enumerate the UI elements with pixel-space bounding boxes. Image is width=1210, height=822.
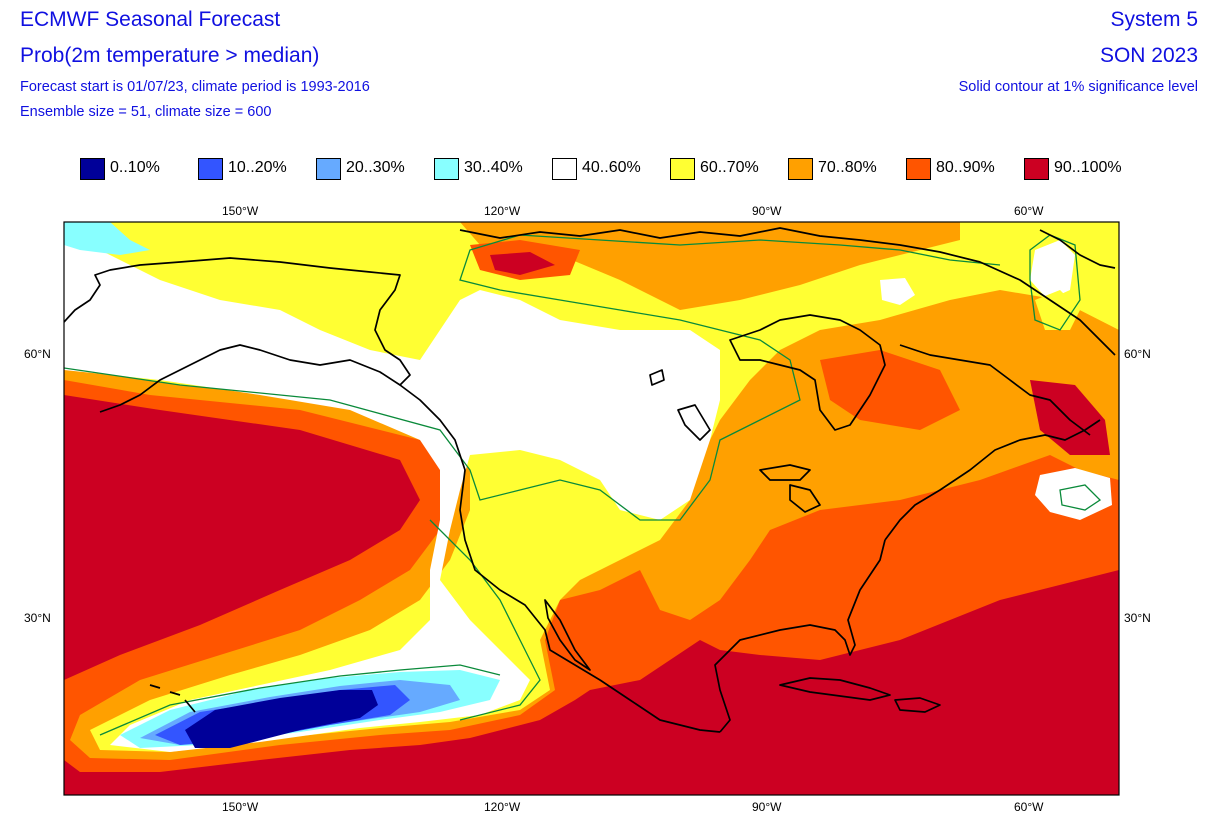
lon-tick-top: 150°W: [222, 204, 259, 218]
band-40-60: [1030, 240, 1075, 300]
map-frame: [63, 221, 1120, 796]
contour-atlantic: [1059, 484, 1102, 511]
band-60-70: [1035, 290, 1080, 330]
contour-north: [64, 234, 1001, 521]
coastline-great-lakes: [759, 464, 821, 513]
coastline-east-coast: [884, 419, 1101, 541]
band-0-10: [185, 690, 378, 748]
legend-label: 20..30%: [346, 159, 405, 176]
legend-label: 90..100%: [1054, 159, 1122, 176]
map-subtitle: Prob(2m temperature > median): [20, 44, 320, 67]
legend-swatch: [670, 158, 695, 180]
legend-swatch: [1024, 158, 1049, 180]
band-80-90: [820, 350, 960, 430]
lat-tick-right: 30°N: [1124, 611, 1151, 625]
coastline-hawaii: [149, 684, 196, 713]
coastline-labrador: [899, 344, 1091, 436]
lon-tick-bottom: 90°W: [752, 800, 782, 814]
lon-tick-top: 120°W: [484, 204, 521, 218]
lon-tick-bottom: 60°W: [1014, 800, 1044, 814]
lon-tick-top: 60°W: [1014, 204, 1044, 218]
coastline-hispaniola: [894, 697, 941, 713]
lon-tick-top: 90°W: [752, 204, 782, 218]
legend-swatch: [434, 158, 459, 180]
coastline-baja: [544, 599, 591, 671]
legend-label: 40..60%: [582, 159, 641, 176]
contour-pacific: [99, 664, 501, 736]
legend-swatch: [80, 158, 105, 180]
coastline-lake-winnipeg: [649, 369, 711, 441]
coastline-hudson: [729, 314, 886, 431]
legend-label: 60..70%: [700, 159, 759, 176]
lon-tick-bottom: 150°W: [222, 800, 259, 814]
coastlines: [64, 227, 1116, 733]
band-40-60: [880, 278, 915, 305]
coastline-gulf: [714, 539, 886, 733]
coastline-west-coast: [399, 384, 721, 733]
ensemble-size-text: Ensemble size = 51, climate size = 600: [20, 104, 272, 120]
legend-swatch: [316, 158, 341, 180]
legend-swatch: [198, 158, 223, 180]
system-label: System 5: [1110, 8, 1198, 31]
significance-note: Solid contour at 1% significance level: [958, 79, 1198, 95]
band-40-60: [64, 240, 720, 752]
coastline-cuba: [779, 677, 891, 701]
legend-label: 0..10%: [110, 159, 160, 176]
coastline-alaska: [64, 257, 411, 413]
contour-mexico: [429, 519, 541, 721]
coastline-arctic: [459, 227, 1116, 356]
legend-label: 30..40%: [464, 159, 523, 176]
map-title: ECMWF Seasonal Forecast: [20, 8, 281, 31]
legend-label: 10..20%: [228, 159, 287, 176]
significance-contours: [64, 234, 1102, 736]
lat-tick-right: 60°N: [1124, 347, 1151, 361]
legend-label: 70..80%: [818, 159, 877, 176]
band-90-100: [490, 252, 555, 275]
season-label: SON 2023: [1099, 44, 1198, 67]
coastline-greenland: [1039, 229, 1116, 269]
lat-tick-left: 60°N: [24, 347, 51, 361]
band-40-60: [1035, 468, 1112, 520]
probability-field: [64, 222, 1119, 795]
legend-swatch: [788, 158, 813, 180]
lat-tick-left: 30°N: [24, 611, 51, 625]
legend-swatch: [906, 158, 931, 180]
forecast-start-text: Forecast start is 01/07/23, climate peri…: [20, 79, 370, 95]
band-30-40: [64, 222, 150, 255]
lon-tick-bottom: 120°W: [484, 800, 521, 814]
legend-swatch: [552, 158, 577, 180]
legend-label: 80..90%: [936, 159, 995, 176]
